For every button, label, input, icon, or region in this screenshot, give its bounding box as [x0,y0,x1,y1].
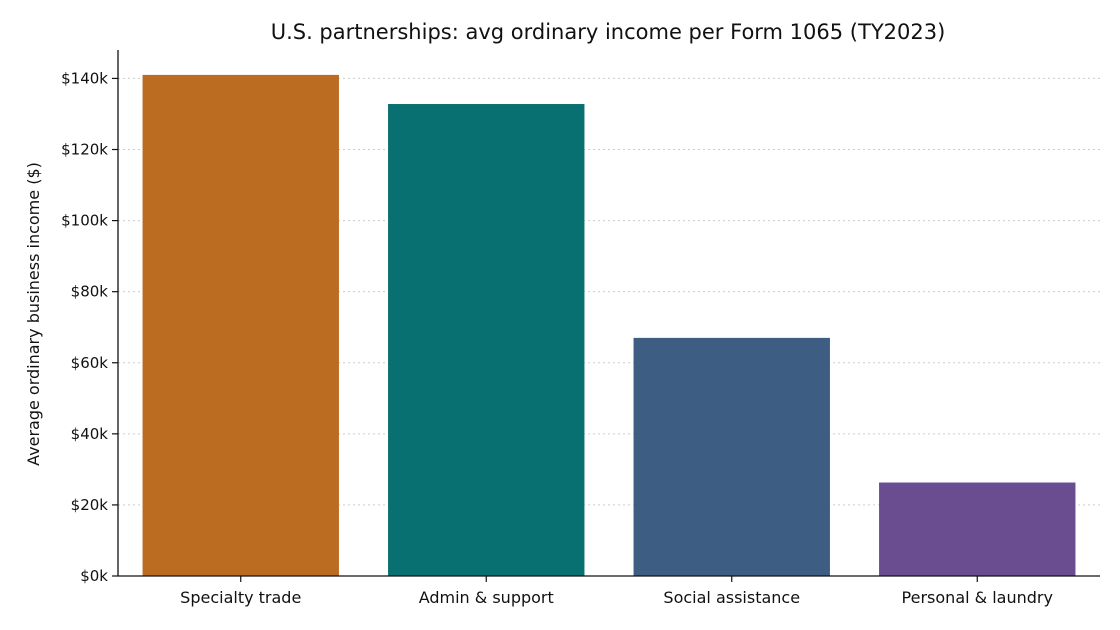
x-tick-label: Personal & laundry [902,588,1053,607]
bar [633,337,830,576]
y-ticks: $0k $20k $40k $60k $80k $100k $120k $140k [61,69,118,585]
y-tick-label: $120k [61,141,108,159]
y-tick-label: $40k [71,425,109,443]
x-tick-label: Specialty trade [180,588,301,607]
x-ticks: Specialty trade Admin & support Social ass… [180,576,1053,607]
axes [117,50,1100,577]
y-tick-label: $100k [61,212,108,230]
bar [879,482,1076,576]
bar [142,74,339,576]
chart-title: U.S. partnerships: avg ordinary income p… [271,20,946,44]
y-tick-label: $0k [80,567,108,585]
bars [142,74,1076,577]
y-tick-label: $20k [71,496,109,514]
y-tick-label: $80k [71,283,109,301]
x-tick-label: Social assistance [663,588,800,607]
y-tick-label: $60k [71,354,109,372]
y-tick-label: $140k [61,69,108,87]
x-tick-label: Admin & support [419,588,554,607]
gridlines [118,77,1100,506]
bar [388,104,585,577]
y-axis-label: Average ordinary business income ($) [24,162,43,466]
